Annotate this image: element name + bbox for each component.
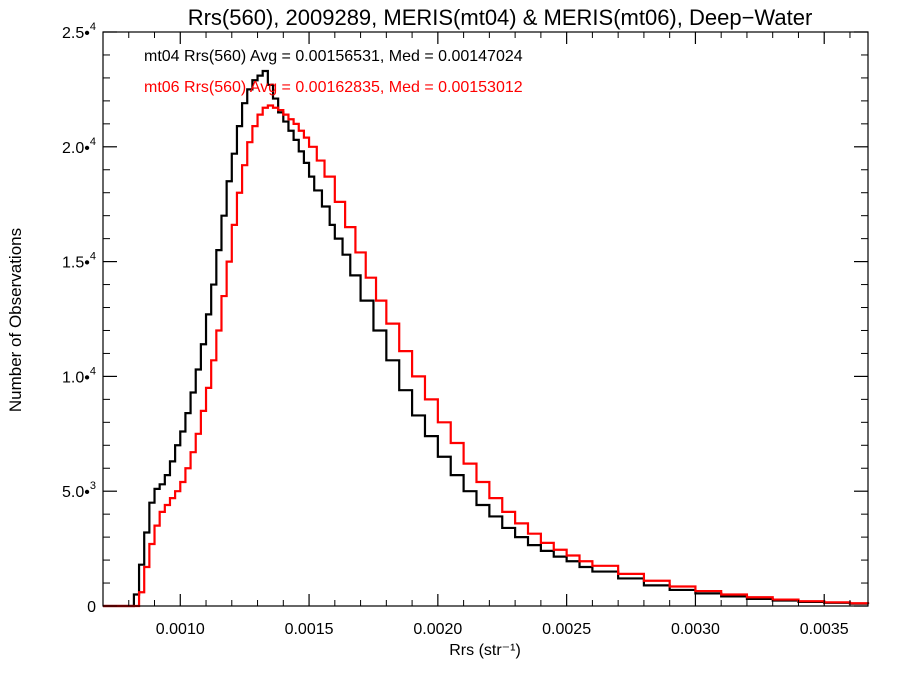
y-axis-label: Number of Observations [6, 228, 25, 412]
y-tick-exponent: 4 [90, 251, 96, 263]
x-axis-label: Rrs (str⁻¹) [449, 642, 521, 659]
x-tick-label: 0.0035 [800, 621, 849, 638]
x-axis: 0.0010 0.0015 0.0020 0.0025 0.0030 0.0035 [128, 32, 851, 638]
series-line-mt06 [103, 104, 870, 608]
chart-title: Rrs(560), 2009289, MERIS(mt04) & MERIS(m… [188, 5, 813, 30]
y-tick-exponent: 3 [90, 480, 96, 492]
y-tick-label: 5.0•3 [62, 480, 96, 501]
series-line-mt04 [103, 69, 870, 608]
y-tick-mantissa: 0 [87, 599, 96, 616]
y-tick-label: 2.5•4 [62, 21, 96, 42]
y-tick-label: 1.0•4 [62, 365, 96, 386]
x-tick-label: 0.0010 [156, 621, 205, 638]
y-tick-label: 2.0•4 [62, 136, 96, 157]
x-tick-label: 0.0025 [542, 621, 591, 638]
x-tick-label: 0.0020 [413, 621, 462, 638]
y-tick-mantissa: 5.0• [62, 484, 90, 501]
y-axis: 05.0•31.0•41.5•42.0•42.5•4 [62, 21, 868, 616]
y-tick-label: 0 [87, 599, 96, 616]
y-tick-mantissa: 1.0• [62, 369, 90, 386]
x-tick-label: 0.0030 [671, 621, 720, 638]
y-tick-mantissa: 2.5• [62, 25, 90, 42]
annotations: mt04 Rrs(560) Avg = 0.00156531, Med = 0.… [144, 48, 523, 96]
plot-series [103, 69, 870, 608]
y-tick-mantissa: 2.0• [62, 140, 90, 157]
annotation-text: mt06 Rrs(560) Avg = 0.00162835, Med = 0.… [144, 79, 523, 96]
y-tick-label: 1.5•4 [62, 251, 96, 272]
annotation-text: mt04 Rrs(560) Avg = 0.00156531, Med = 0.… [144, 48, 523, 65]
y-tick-exponent: 4 [90, 136, 96, 148]
y-tick-mantissa: 1.5• [62, 255, 90, 272]
x-tick-label: 0.0015 [285, 621, 334, 638]
y-tick-exponent: 4 [90, 365, 96, 377]
y-tick-exponent: 4 [90, 21, 96, 33]
plot-frame [102, 31, 869, 607]
